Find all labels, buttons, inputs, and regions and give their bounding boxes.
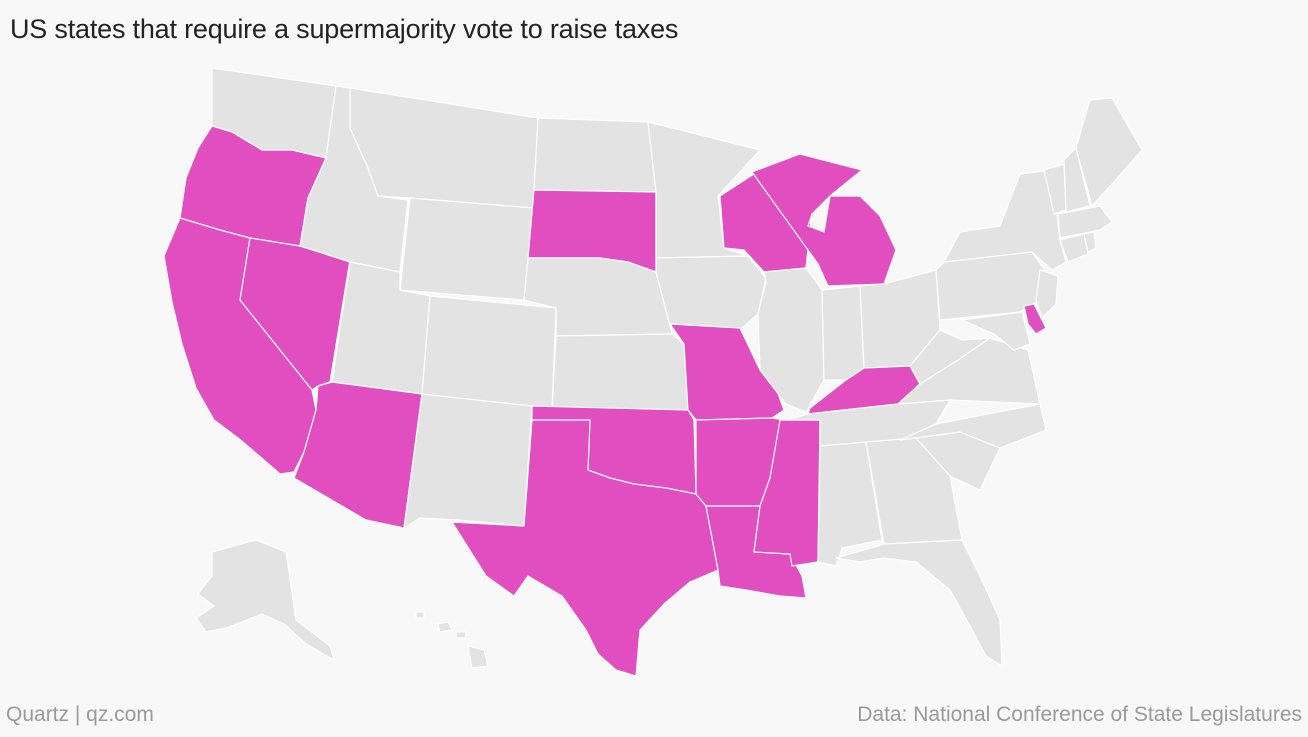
state-TX <box>451 419 719 677</box>
state-MI <box>751 153 897 287</box>
chart-title: US states that require a supermajority v… <box>10 14 679 44</box>
footer-source: Data: National Conference of State Legis… <box>857 703 1302 726</box>
state-DE <box>1023 303 1047 335</box>
state-MA <box>1057 205 1113 239</box>
state-ND <box>533 117 657 193</box>
state-MD <box>961 311 1031 351</box>
state-MO <box>669 323 785 421</box>
state-MT <box>349 87 539 209</box>
state-KS <box>551 333 689 411</box>
state-AK <box>195 539 335 661</box>
state-NC <box>899 403 1047 449</box>
state-ME <box>1075 97 1143 207</box>
state-WY <box>399 197 535 301</box>
state-IA <box>655 255 767 331</box>
state-CT <box>1059 233 1089 263</box>
state-FL <box>835 539 1003 667</box>
state-HI <box>415 611 489 669</box>
state-NH <box>1063 147 1091 213</box>
footer-brand: Quartz | qz.com <box>6 703 154 726</box>
state-MN <box>647 121 761 259</box>
state-CO <box>421 295 557 411</box>
state-NJ <box>1035 269 1059 319</box>
state-WV <box>909 329 991 385</box>
state-RI <box>1083 231 1097 253</box>
state-IN <box>821 285 865 381</box>
state-NM <box>403 393 533 529</box>
state-IL <box>757 267 825 413</box>
